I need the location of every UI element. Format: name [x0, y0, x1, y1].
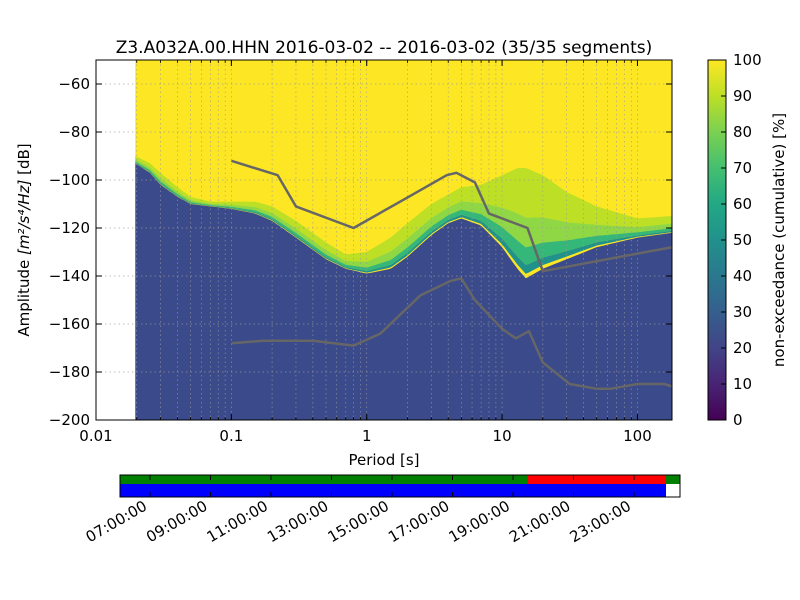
- noise-model-lines: [231, 159, 672, 391]
- y-tick-label: −60: [58, 75, 90, 93]
- noise-model-low-line: [231, 277, 672, 391]
- noise-model-high-line: [231, 159, 672, 273]
- timeline-tick-label: 11:00:00: [204, 497, 271, 546]
- timeline-tick-label: 21:00:00: [506, 497, 573, 546]
- x-tick-label: 100: [623, 427, 652, 445]
- timeline-ok-band-end: [666, 475, 680, 484]
- colorbar-tick-label: 20: [733, 339, 752, 357]
- colorbar: 0 10 20 30 40 50 60 70 80 90 100 non-exceedance (c…: [707, 51, 788, 429]
- colorbar-tick-label: 50: [733, 231, 752, 249]
- timeline-tick-label: 15:00:00: [325, 497, 392, 546]
- x-tick-label: 0.01: [79, 427, 112, 445]
- y-tick-label: −140: [49, 267, 90, 285]
- y-tick-label: −120: [49, 219, 90, 237]
- x-axis-label: Period [s]: [348, 451, 419, 469]
- timeline-data-band: [120, 484, 666, 497]
- plot-frame: [95, 59, 673, 421]
- colorbar-tick-label: 60: [733, 195, 752, 213]
- y-tick-label: −200: [49, 411, 90, 429]
- y-axis-label-prefix: Amplitude: [15, 255, 33, 337]
- y-tick-label: −160: [49, 315, 90, 333]
- timeline-gap-band: [528, 475, 666, 484]
- colorbar-tick-label: 10: [733, 375, 752, 393]
- timeline-tick-label: 19:00:00: [446, 497, 513, 546]
- y-tick-label: −100: [49, 171, 90, 189]
- timeline-empty-band: [666, 484, 680, 497]
- x-tick-label: 1: [362, 427, 372, 445]
- timeline-tick-label: 23:00:00: [567, 497, 634, 546]
- colorbar-tick-label: 30: [733, 303, 752, 321]
- timeline-bar: 07:00:0009:00:0011:00:0013:00:0015:00:00…: [83, 474, 681, 546]
- y-axis-ticks: −60 −80 −100 −120 −140 −160 −180 −200: [49, 75, 672, 429]
- chart-title: Z3.A032A.00.HHN 2016-03-02 -- 2016-03-02…: [116, 38, 653, 58]
- colorbar-tick-label: 100: [733, 51, 762, 69]
- y-tick-label: −180: [49, 363, 90, 381]
- heatmap-band-90: [135, 156, 672, 262]
- grid: [96, 60, 672, 421]
- colorbar-label: non-exceedance (cumulative) [%]: [770, 113, 788, 367]
- colorbar-tick-label: 90: [733, 87, 752, 105]
- colorbar-tick-label: 40: [733, 267, 752, 285]
- timeline-tick-label: 09:00:00: [143, 497, 210, 546]
- x-tick-label: 0.1: [219, 427, 243, 445]
- x-tick-label: 10: [493, 427, 512, 445]
- timeline-tick-label: 07:00:00: [83, 497, 150, 546]
- y-axis-label-units: [m²/s⁴/Hz]: [15, 179, 33, 255]
- y-axis-label-suffix: [dB]: [15, 143, 33, 179]
- y-axis-label: Amplitude [m²/s⁴/Hz] [dB]: [15, 143, 33, 336]
- timeline-ok-band: [120, 475, 528, 484]
- x-axis-ticks: 0.01 0.1 1 10 100: [79, 60, 652, 445]
- timeline-tick-label: 13:00:00: [264, 497, 331, 546]
- y-tick-label: −80: [58, 123, 90, 141]
- timeline-tick-label: 17:00:00: [385, 497, 452, 546]
- heatmap-band-80: [135, 159, 672, 268]
- ppsd-heatmap: [135, 60, 672, 420]
- colorbar-tick-label: 0: [733, 411, 743, 429]
- timeline-frame: [119, 474, 681, 498]
- colorbar-ticks: 0 10 20 30 40 50 60 70 80 90 100: [721, 51, 762, 429]
- colorbar-tick-label: 80: [733, 123, 752, 141]
- heatmap-low-region: [135, 163, 672, 420]
- plot-area: 0.01 0.1 1 10 100 −60 −80 −100 −120 −140 −160 −180…: [49, 59, 673, 445]
- colorbar-tick-label: 70: [733, 159, 752, 177]
